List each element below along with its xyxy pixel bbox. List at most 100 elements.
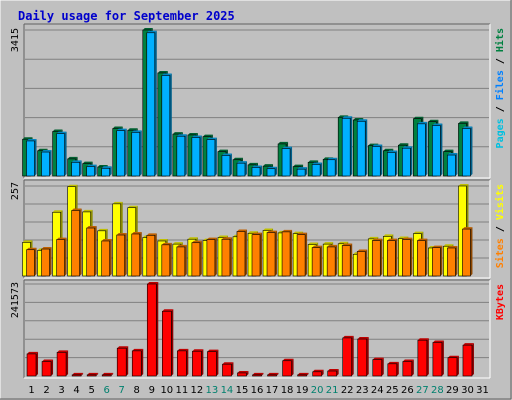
bar-sites <box>146 233 157 277</box>
bar-sites <box>251 232 262 277</box>
bar-side <box>320 162 323 176</box>
bar-top <box>42 359 54 362</box>
bar-side <box>199 240 202 276</box>
bar-face <box>282 360 292 377</box>
chart-panels: 3415 Pages / Files / Hits 257 Sites / Visit… <box>10 23 506 379</box>
bar-top <box>342 335 354 338</box>
bar-top <box>176 244 187 247</box>
day-label: 12 <box>191 385 204 396</box>
bar-face <box>192 350 202 377</box>
day-label: 22 <box>341 385 354 396</box>
bar-kbytes <box>86 372 99 377</box>
bar-kbytes <box>131 348 144 377</box>
bar-side <box>380 238 383 276</box>
bar-face <box>176 246 186 277</box>
bar-top <box>26 247 37 250</box>
legend-separator: / <box>495 52 506 70</box>
bar-top <box>308 242 319 245</box>
bar-side <box>291 358 294 376</box>
bar-top <box>207 349 219 352</box>
bar-face <box>402 361 413 377</box>
bar-side <box>395 150 398 176</box>
bar-top <box>112 201 123 204</box>
legend-separator: / <box>495 100 506 118</box>
bar-side <box>94 164 97 176</box>
bar-side <box>229 237 232 276</box>
bar-side <box>66 350 69 376</box>
bar-side <box>396 361 399 376</box>
day-label: 10 <box>160 385 173 396</box>
bar-top <box>86 164 97 167</box>
bar-top <box>282 229 293 232</box>
bar-face <box>326 246 336 277</box>
bar-side <box>154 233 157 276</box>
bar-face <box>432 247 441 277</box>
bar-face <box>146 235 156 277</box>
bar-top <box>413 116 424 119</box>
bar-face <box>131 132 141 177</box>
bar-sites <box>266 230 278 277</box>
bar-sites <box>462 227 473 277</box>
bar-top <box>443 149 454 152</box>
bar-face <box>447 154 456 177</box>
bar-top <box>402 359 414 362</box>
bar-top <box>236 161 247 164</box>
legend-entry-visits: Visits <box>494 184 506 220</box>
bar-top <box>327 157 338 160</box>
bar-kbytes <box>447 355 459 377</box>
bar-face <box>116 347 127 377</box>
bar-top <box>342 116 353 119</box>
bar-top <box>52 210 63 213</box>
bar-face <box>251 234 261 277</box>
bar-sites <box>402 237 413 277</box>
bar-face <box>101 168 110 177</box>
bar-side <box>244 229 247 276</box>
day-label: 17 <box>266 385 279 396</box>
bar-face <box>237 372 247 377</box>
panel-legend: Pages / Files / Hits <box>494 28 506 148</box>
day-label: 28 <box>431 385 444 396</box>
bar-sites <box>71 208 82 277</box>
bar-sites <box>26 247 37 277</box>
bar-kbytes <box>312 369 324 377</box>
bar-top <box>67 156 78 159</box>
bar-sites <box>386 238 398 277</box>
bar-face <box>251 167 261 177</box>
bar-face <box>252 374 262 377</box>
bar-side <box>169 242 172 276</box>
bar-face <box>447 357 458 377</box>
bar-top <box>26 138 37 141</box>
bar-face <box>386 240 396 277</box>
bar-kbytes <box>116 346 129 377</box>
bar-side <box>244 161 247 176</box>
bar-sites <box>86 226 97 277</box>
day-label: 15 <box>236 385 249 396</box>
bar-face <box>266 232 276 277</box>
bar-kbytes <box>222 362 234 377</box>
bar-top <box>447 355 459 358</box>
bar-side <box>471 343 474 376</box>
bar-side <box>320 245 323 276</box>
day-label: 3 <box>58 385 64 396</box>
bar-side <box>290 229 293 276</box>
bar-top <box>71 160 82 163</box>
bar-face <box>371 240 381 277</box>
bar-top <box>432 245 443 248</box>
bar-top <box>116 233 127 236</box>
day-label: 30 <box>461 385 474 396</box>
bar-sites <box>447 245 458 277</box>
bar-side <box>111 372 114 376</box>
bar-side <box>94 226 97 276</box>
bar-top <box>86 226 97 229</box>
bar-files <box>356 119 368 177</box>
bar-top <box>458 184 469 186</box>
bar-top <box>417 238 428 241</box>
bar-top <box>232 157 243 160</box>
bar-top <box>432 340 444 343</box>
bar-face <box>402 239 411 277</box>
bar-top <box>67 184 78 187</box>
bar-face <box>161 75 171 177</box>
bar-top <box>357 337 369 340</box>
day-label: 1 <box>28 385 34 396</box>
bar-face <box>146 32 156 177</box>
